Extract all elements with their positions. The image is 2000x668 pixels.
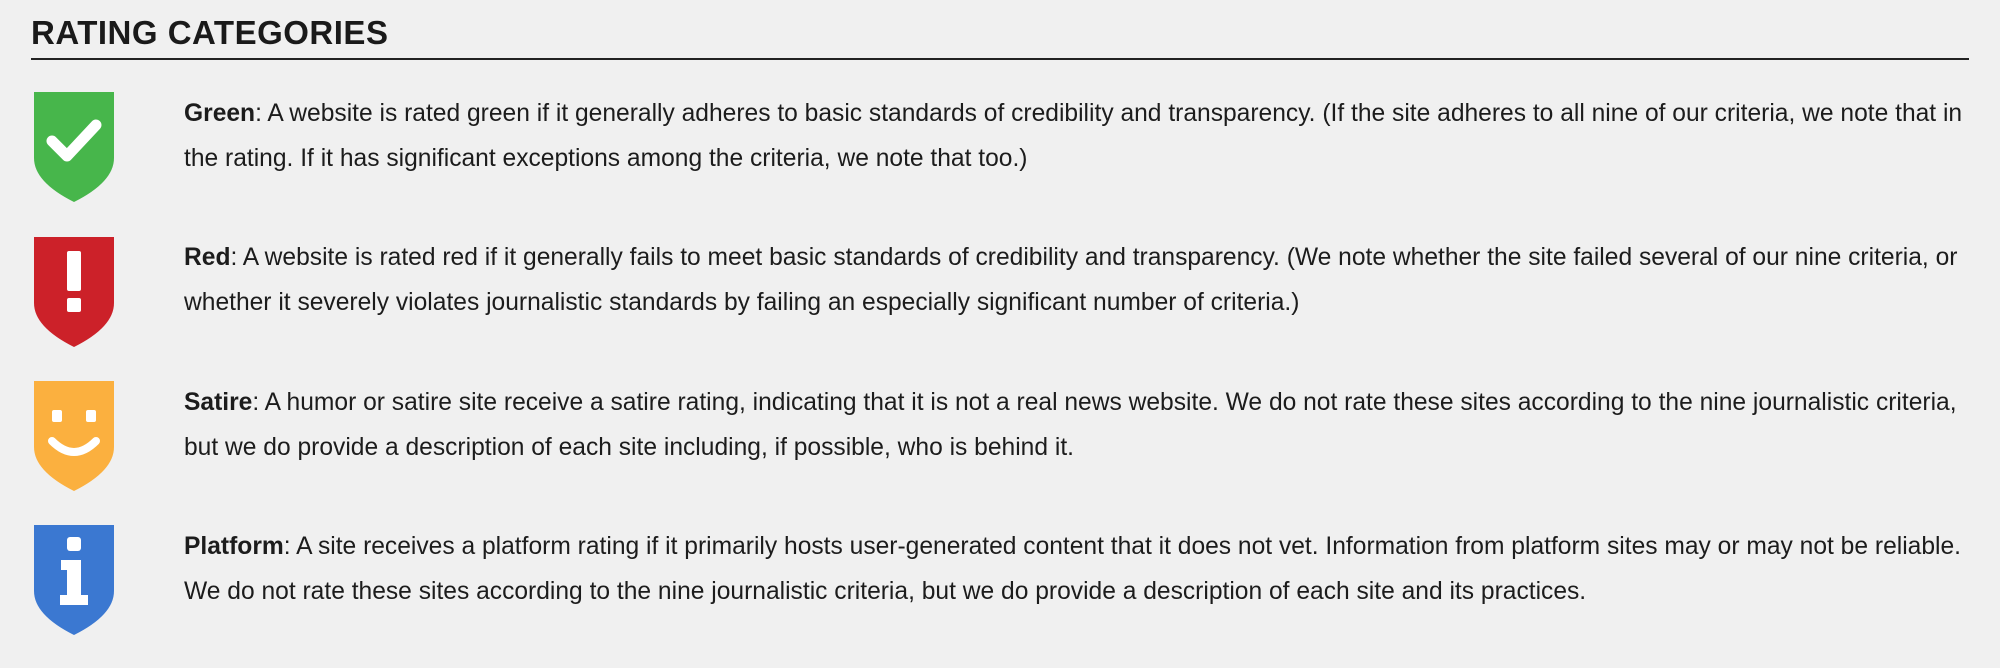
- smiley-icon: [48, 437, 100, 456]
- rating-label-green: Green: [184, 100, 256, 127]
- rating-description-satire: Satire: A humor or satire site receive a…: [184, 380, 1974, 470]
- platform-shield-info-icon: [34, 525, 114, 635]
- rating-separator: :: [283, 533, 291, 560]
- rating-separator: :: [230, 244, 238, 271]
- rating-label-satire: Satire: [184, 389, 253, 416]
- rating-separator: :: [252, 389, 260, 416]
- shield-shape: [34, 237, 114, 347]
- rating-text-platform: A site receives a platform rating if it …: [184, 533, 1962, 605]
- exclamation-icon: [67, 251, 81, 291]
- rating-text-green: A website is rated green if it generally…: [184, 100, 1963, 172]
- satire-shield-smiley-icon: [34, 381, 114, 491]
- rating-text-red: A website is rated red if it generally f…: [184, 244, 1958, 316]
- info-dot: [67, 537, 81, 551]
- rating-description-green: Green: A website is rated green if it ge…: [184, 91, 1974, 181]
- exclamation-dot: [67, 298, 81, 312]
- green-shield-check-icon: [34, 92, 114, 202]
- rating-description-red: Red: A website is rated red if it genera…: [184, 235, 1974, 325]
- rating-label-red: Red: [184, 244, 231, 271]
- smiley-left-eye: [52, 410, 62, 422]
- rating-separator: :: [255, 100, 262, 127]
- rating-label-platform: Platform: [184, 533, 284, 560]
- rating-description-platform: Platform: A site receives a platform rat…: [184, 524, 1974, 614]
- title-divider: [31, 58, 1969, 60]
- check-icon: [46, 119, 102, 162]
- shield-shape: [34, 381, 114, 491]
- info-icon: [60, 560, 88, 605]
- rating-text-satire: A humor or satire site receive a satire …: [184, 389, 1957, 461]
- red-shield-exclamation-icon: [34, 237, 114, 347]
- section-title: RATING CATEGORIES: [31, 14, 389, 51]
- smiley-right-eye: [86, 410, 96, 422]
